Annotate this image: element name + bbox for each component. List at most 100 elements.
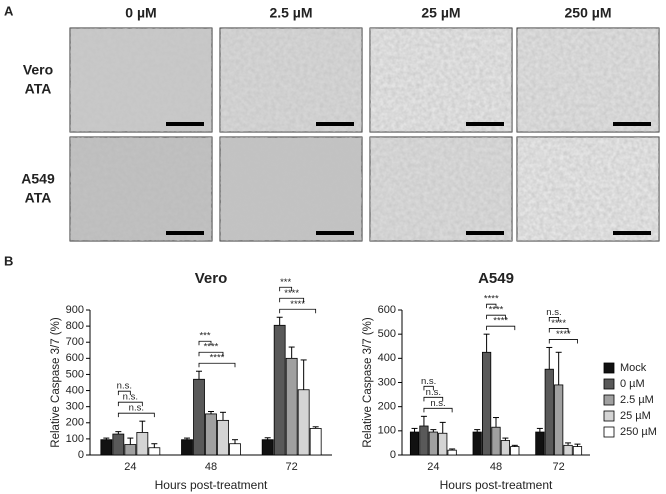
bar	[181, 439, 193, 456]
bar	[535, 431, 545, 456]
significance-bracket	[279, 297, 305, 303]
significance-bracket	[548, 339, 578, 344]
micrograph-texture	[517, 137, 659, 241]
significance-bracket	[198, 362, 236, 368]
bar	[205, 413, 217, 456]
scale-bar	[613, 122, 651, 126]
bar	[112, 433, 125, 456]
significance-bracket	[486, 325, 516, 331]
bar	[419, 425, 429, 456]
y-tick-label: 500	[66, 368, 84, 380]
y-tick-label: 0	[78, 449, 84, 461]
bar	[572, 446, 583, 456]
y-tick-label: 100	[66, 433, 84, 445]
bar	[124, 444, 137, 456]
significance-bracket	[423, 385, 434, 391]
bar	[148, 447, 161, 456]
significance-label: ****	[204, 342, 219, 353]
legend-label: 250 µM	[620, 426, 657, 438]
significance-label: ****	[489, 305, 504, 316]
bar	[409, 431, 420, 456]
scale-bar	[466, 122, 504, 126]
significance-bracket	[279, 286, 293, 292]
bar	[193, 378, 205, 456]
bar	[447, 449, 457, 456]
micrograph-texture	[370, 137, 512, 241]
significance-label: ***	[199, 331, 210, 342]
bar	[217, 419, 229, 456]
legend-label: 2.5 µM	[620, 394, 654, 406]
scale-bar	[166, 231, 204, 235]
panel-label: B	[4, 253, 13, 268]
y-axis-title: Relative Caspase 3/7 (%)	[50, 317, 62, 448]
y-tick-label: 800	[66, 320, 84, 332]
y-tick-label: 400	[378, 352, 396, 364]
row-label: ATA	[25, 81, 52, 97]
column-label: 250 µM	[565, 5, 612, 21]
significance-bracket	[423, 407, 453, 413]
legend-label: Mock	[620, 362, 647, 374]
y-tick-label: 400	[66, 384, 84, 396]
legend-swatch	[603, 410, 615, 422]
significance-bracket	[486, 314, 506, 320]
significance-bracket	[198, 351, 224, 357]
bar	[273, 324, 286, 456]
legend-swatch	[603, 426, 615, 438]
scale-bar	[316, 122, 354, 126]
chart-title: Vero	[195, 270, 228, 287]
micrograph-texture	[517, 28, 659, 132]
bar	[261, 439, 274, 456]
y-tick-label: 600	[378, 304, 396, 316]
scale-bar	[466, 231, 504, 235]
significance-label: n.s.	[546, 307, 561, 318]
bar	[544, 368, 554, 456]
micrograph-texture	[220, 28, 362, 132]
significance-bracket	[117, 412, 155, 418]
chart-title: A549	[478, 270, 514, 287]
legend-swatch	[603, 378, 615, 390]
bar	[491, 426, 501, 456]
bar	[285, 357, 298, 456]
bar	[100, 439, 113, 456]
significance-label: n.s.	[426, 387, 441, 398]
x-tick-label: 24	[124, 461, 136, 473]
bar	[229, 443, 241, 456]
significance-label: n.s.	[117, 381, 132, 392]
y-tick-label: 0	[390, 449, 396, 461]
y-tick-label: 900	[66, 304, 84, 316]
scale-bar	[316, 231, 354, 235]
significance-bracket	[423, 396, 444, 402]
bar	[309, 428, 322, 456]
bar	[428, 431, 438, 456]
significance-label: ***	[280, 277, 291, 288]
significance-label: ****	[493, 316, 508, 327]
column-label: 0 µM	[125, 5, 156, 21]
x-tick-label: 72	[553, 461, 565, 473]
x-tick-label: 48	[490, 461, 502, 473]
significance-label: ****	[551, 318, 566, 329]
significance-bracket	[548, 328, 569, 333]
bar	[481, 351, 492, 456]
significance-label: ****	[556, 329, 571, 340]
x-tick-label: 48	[205, 461, 217, 473]
y-tick-label: 200	[378, 401, 396, 413]
y-tick-label: 100	[378, 425, 396, 437]
scale-bar	[613, 231, 651, 235]
micrograph-texture	[70, 28, 212, 132]
bar	[563, 444, 573, 456]
significance-bracket	[117, 401, 143, 407]
significance-label: n.s.	[123, 392, 138, 403]
y-tick-label: 300	[66, 401, 84, 413]
significance-label: ****	[210, 353, 225, 364]
micrograph-texture	[220, 137, 362, 241]
row-label: A549	[21, 171, 55, 187]
bar	[438, 432, 448, 456]
row-label: Vero	[23, 62, 53, 78]
significance-bracket	[486, 303, 497, 309]
y-axis-title: Relative Caspase 3/7 (%)	[362, 317, 374, 448]
column-label: 2.5 µM	[269, 5, 312, 21]
x-tick-label: 72	[286, 461, 298, 473]
bar	[297, 389, 310, 456]
legend-swatch	[603, 362, 615, 374]
